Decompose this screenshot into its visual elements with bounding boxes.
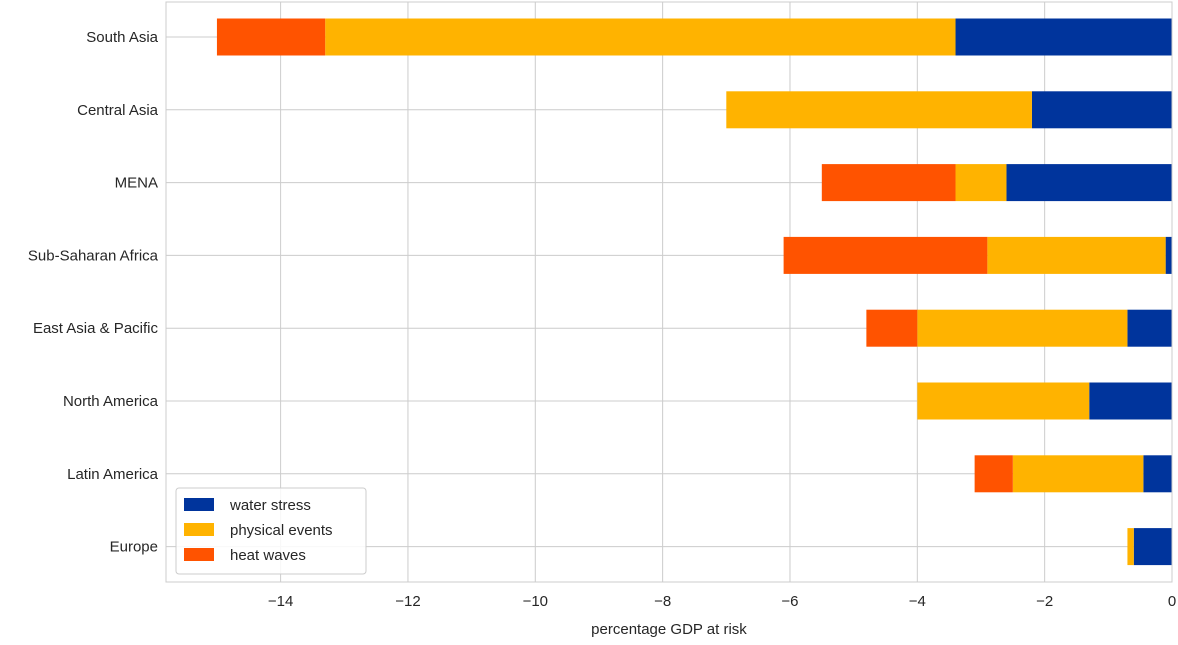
bar-segment — [1127, 528, 1134, 566]
bar-segment — [917, 309, 1128, 347]
bar-segment — [1143, 455, 1172, 493]
bar-segment — [866, 309, 918, 347]
x-tick-labels: −14 −12 −10 −8 −6 −4 −2 0 — [268, 593, 1176, 610]
x-tick-label: −6 — [781, 593, 798, 610]
bar-segment — [955, 18, 1172, 56]
bar-segment — [1127, 309, 1172, 347]
x-tick-label: −2 — [1036, 593, 1053, 610]
bar-segment — [1089, 382, 1172, 420]
legend-swatch — [184, 523, 214, 536]
x-tick-label: −4 — [909, 593, 926, 610]
legend-swatch — [184, 498, 214, 511]
legend-box — [175, 487, 367, 575]
bar-segment — [726, 91, 1032, 129]
bar-segment — [325, 18, 956, 56]
y-tick-label: North America — [63, 393, 159, 410]
legend-label: physical events — [230, 522, 333, 539]
legend-swatch — [184, 548, 214, 561]
x-tick-label: 0 — [1168, 593, 1176, 610]
bars — [216, 18, 1172, 566]
y-tick-label: Sub-Saharan Africa — [28, 247, 159, 264]
bar-segment — [216, 18, 326, 56]
bar-segment — [1165, 236, 1172, 274]
legend-label: heat waves — [230, 547, 306, 564]
x-tick-label: −10 — [523, 593, 548, 610]
y-tick-label: Central Asia — [77, 102, 159, 119]
bar-segment — [955, 164, 1007, 202]
y-tick-label: MENA — [115, 175, 158, 192]
bar-segment — [917, 382, 1090, 420]
y-tick-label: Europe — [110, 539, 158, 556]
legend: water stress physical events heat waves — [175, 487, 367, 575]
bar-segment — [783, 236, 988, 274]
bar-segment — [987, 236, 1166, 274]
x-axis-label: percentage GDP at risk — [591, 621, 747, 638]
bar-segment — [1012, 455, 1144, 493]
y-tick-label: East Asia & Pacific — [33, 320, 159, 337]
x-tick-label: −14 — [268, 593, 293, 610]
bar-segment — [1133, 528, 1172, 566]
plot-frame — [165, 1, 1173, 583]
x-tick-label: −8 — [654, 593, 671, 610]
x-tick-label: −12 — [395, 593, 420, 610]
y-tick-labels: South Asia Central Asia MENA Sub-Saharan Af… — [28, 29, 159, 556]
y-tick-label: South Asia — [86, 29, 158, 46]
y-tick-label: Latin America — [67, 466, 159, 483]
bar-segment — [974, 455, 1013, 493]
bar-segment — [1006, 164, 1172, 202]
bar-segment — [821, 164, 956, 202]
legend-label: water stress — [229, 497, 311, 514]
bar-segment — [1031, 91, 1172, 129]
